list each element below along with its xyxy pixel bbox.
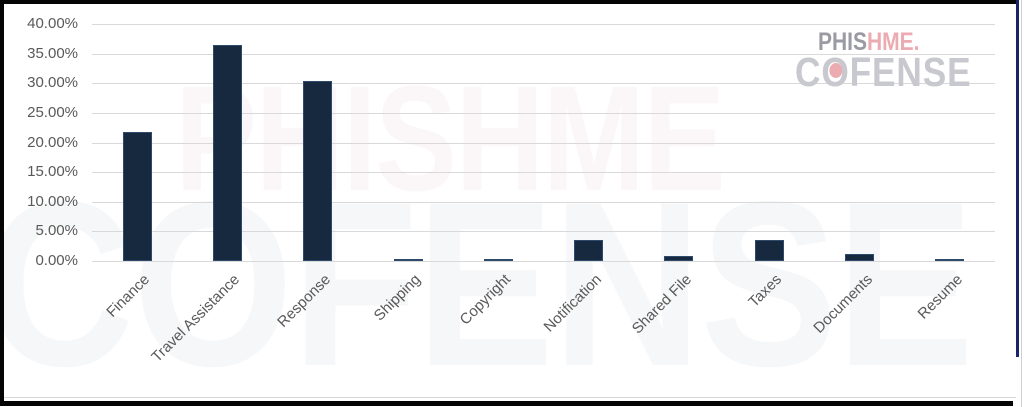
y-axis-tick-label-35: 35.00% — [27, 45, 78, 62]
bar-shared-file — [664, 256, 693, 261]
chart-bottom-hairline — [4, 397, 1016, 398]
cofense-letter-o: O — [821, 49, 849, 96]
cofense-wordmark: COFENSE — [795, 49, 971, 96]
bar-travel-assistance — [213, 45, 242, 261]
gridline-0 — [92, 261, 995, 262]
frame-border-left — [0, 0, 4, 406]
phishme-wordmark-red: HME. — [867, 28, 920, 56]
gridline-10 — [92, 202, 995, 203]
bar-response — [303, 81, 332, 261]
bar-taxes — [755, 240, 784, 261]
bar-copyright — [484, 259, 513, 261]
bar-finance — [123, 132, 152, 261]
cofense-letter-c: C — [795, 49, 822, 95]
bar-documents — [845, 254, 874, 261]
cofense-letters-rest: FENSE — [849, 49, 972, 95]
bar-notification — [574, 240, 603, 261]
frame-border-right-navy — [1016, 0, 1019, 357]
phishme-wordmark-dark: PHIS — [818, 28, 868, 56]
right-edge-hairline — [1021, 0, 1022, 407]
y-axis-tick-label-20: 20.00% — [27, 134, 78, 151]
y-axis-tick-label-10: 10.00% — [27, 193, 78, 210]
gridline-35 — [92, 54, 995, 55]
cofense-o-dot-icon — [829, 63, 842, 78]
gridline-40 — [92, 24, 995, 25]
frame-border-top — [0, 0, 1016, 4]
gridline-25 — [92, 113, 995, 114]
frame-border-bottom — [0, 401, 1013, 406]
y-axis-tick-label-0: 0.00% — [35, 252, 78, 269]
gridline-20 — [92, 143, 995, 144]
gridline-15 — [92, 172, 995, 173]
y-axis-tick-label-30: 30.00% — [27, 74, 78, 91]
y-axis-tick-label-15: 15.00% — [27, 163, 78, 180]
bar-resume — [935, 259, 964, 261]
bar-shipping — [394, 259, 423, 261]
y-axis-tick-label-5: 5.00% — [35, 222, 78, 239]
phishme-wordmark: PHISHME. — [818, 28, 920, 57]
y-axis-tick-label-40: 40.00% — [27, 15, 78, 32]
gridline-30 — [92, 83, 995, 84]
y-axis-tick-label-25: 25.00% — [27, 104, 78, 121]
gridline-5 — [92, 231, 995, 232]
